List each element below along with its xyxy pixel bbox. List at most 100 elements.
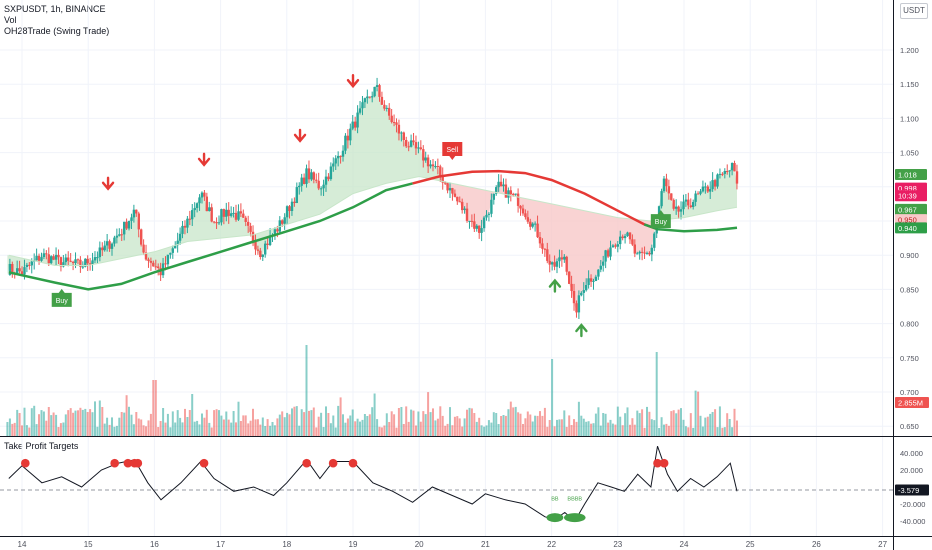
bottom-marker-label: BBBB: [567, 497, 582, 503]
candle-body: [298, 185, 301, 188]
candle-body: [144, 252, 148, 260]
candle-body: [446, 183, 449, 191]
candle-body: [385, 107, 388, 109]
candle-body: [585, 285, 588, 291]
candle-body: [324, 176, 328, 185]
price-value-tag: [895, 203, 927, 215]
volume-bar: [252, 408, 254, 436]
volume-bar: [731, 427, 734, 436]
candle-body: [689, 205, 692, 207]
candle-body: [191, 210, 194, 220]
volume-bar: [677, 409, 680, 436]
volume-bar: [646, 406, 648, 436]
volume-bar: [215, 409, 218, 436]
candle-body: [176, 240, 179, 246]
candle-body: [108, 241, 111, 249]
candle-body: [563, 256, 566, 260]
volume-bar: [327, 413, 330, 436]
sell-arrow-icon: [293, 128, 307, 143]
volume-value-tag: [895, 397, 929, 408]
candle-body: [264, 243, 267, 255]
volume-bar: [201, 413, 203, 436]
volume-bar: [432, 408, 434, 436]
candle-body: [507, 190, 510, 198]
volume-bar: [196, 420, 199, 436]
price-value-label: 0.940: [898, 224, 917, 233]
volume-bar: [11, 423, 14, 436]
volume-bar: [585, 421, 588, 436]
candle-body: [638, 251, 641, 254]
candle-body: [50, 256, 53, 264]
candle-body: [390, 115, 393, 122]
volume-bar: [50, 415, 53, 436]
volume-bar: [286, 412, 289, 436]
candle-body: [59, 257, 63, 267]
volume-bar: [624, 413, 627, 436]
volume-bar: [424, 414, 427, 436]
osc-tick-label: -20.000: [900, 500, 925, 509]
candle-body: [64, 257, 67, 263]
volume-bar: [320, 412, 323, 436]
tp-dot: [653, 458, 662, 468]
volume-bar: [157, 427, 160, 436]
candle-body: [502, 184, 505, 187]
volume-bar: [67, 410, 70, 436]
volume-bar: [159, 421, 162, 436]
candle-body: [509, 190, 512, 194]
candle-body: [609, 247, 612, 257]
volume-bar: [96, 426, 99, 436]
volume-bar: [611, 423, 614, 436]
candle-body: [300, 177, 303, 186]
candle-body: [526, 217, 529, 222]
volume-value-label: 2.855M: [898, 399, 923, 408]
candle-body: [222, 209, 226, 217]
candle-body: [587, 278, 590, 285]
price-value-tag: [895, 168, 927, 180]
volume-bar: [230, 422, 233, 436]
lower-pane-title: Take Profit Targets: [4, 441, 79, 451]
price-tick-label: 0.750: [900, 354, 919, 363]
volume-bar: [602, 413, 605, 436]
volume-bar: [308, 410, 310, 436]
time-tick-label: 26: [812, 540, 821, 549]
volume-bar: [64, 414, 67, 436]
candle-body: [426, 157, 430, 167]
candle-body: [677, 206, 680, 212]
volume-bar: [577, 401, 580, 436]
tp-dot: [328, 458, 338, 468]
volume-bar: [269, 425, 272, 436]
volume-bar: [123, 412, 126, 436]
volume-bar: [154, 380, 157, 436]
volume-bar: [721, 427, 724, 436]
volume-bar: [422, 411, 425, 436]
candle-body: [208, 207, 211, 211]
volume-bar: [441, 415, 444, 436]
candle-body: [395, 122, 398, 125]
candle-body: [132, 209, 136, 218]
candle-body: [704, 186, 707, 188]
volume-bar: [682, 419, 685, 436]
volume-bar: [492, 412, 495, 436]
candle-body: [363, 98, 367, 103]
volume-bar: [356, 418, 359, 436]
volume-bar: [653, 420, 656, 436]
volume-bar: [72, 412, 75, 436]
candle-body: [667, 186, 671, 194]
candle-body: [256, 249, 260, 251]
volume-bar: [650, 419, 653, 436]
currency-button[interactable]: USDT: [900, 3, 928, 19]
candle-body: [125, 221, 128, 229]
volume-bar: [140, 419, 143, 436]
buy-arrow-icon: [548, 278, 562, 293]
volume-bar: [641, 409, 644, 436]
candle-body: [721, 173, 724, 175]
candle-body: [312, 172, 315, 180]
candle-body: [548, 260, 551, 265]
time-tick-label: 20: [415, 540, 424, 549]
candle-body: [723, 171, 726, 174]
volume-bar: [400, 407, 403, 436]
candle-body: [103, 245, 106, 251]
volume-bar: [203, 417, 206, 436]
volume-bar: [303, 412, 306, 436]
